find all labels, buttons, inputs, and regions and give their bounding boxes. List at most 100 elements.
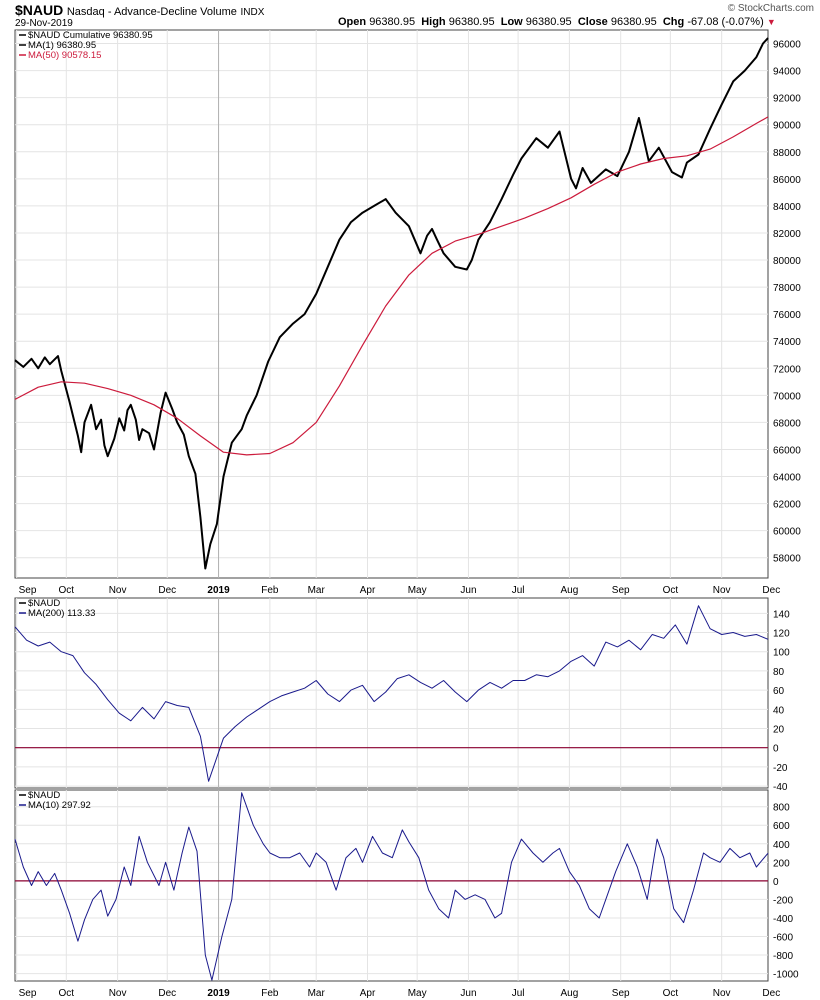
x-tick-label: Jun: [460, 988, 476, 999]
y-tick-label: 60: [773, 686, 785, 697]
y-tick-label: 64000: [773, 473, 801, 484]
y-tick-label: 40: [773, 705, 785, 716]
x-tick-label: May: [408, 585, 427, 596]
panel-indicator-2: -1000-800-600-400-2000200400600800$NAUDM…: [14, 789, 799, 999]
close-label: Close: [577, 16, 608, 28]
y-tick-label: 60000: [773, 527, 801, 538]
y-tick-label: -600: [773, 932, 793, 943]
y-tick-label: 76000: [773, 310, 801, 321]
panel-frame: [14, 789, 769, 982]
y-tick-label: 0: [773, 744, 779, 755]
high-label: High: [421, 16, 446, 28]
y-tick-label: -200: [773, 895, 793, 906]
y-tick-label: 80000: [773, 256, 801, 267]
x-tick-label: Nov: [109, 585, 127, 596]
chart-title: $NAUD Nasdaq - Advance-Decline Volume IN…: [15, 2, 264, 18]
low-label: Low: [500, 16, 523, 28]
legend-entry: MA(200) 113.33: [28, 608, 95, 619]
x-tick-label: Oct: [59, 585, 75, 596]
x-tick-label: Feb: [261, 585, 279, 596]
legend-entry: MA(50) 90578.15: [28, 50, 101, 61]
chg-label: Chg: [662, 16, 685, 28]
x-tick-label: Sep: [19, 988, 37, 999]
y-tick-label: 88000: [773, 148, 801, 159]
series-line-ma-10-: [14, 792, 769, 981]
y-tick-label: -40: [773, 782, 788, 793]
y-tick-label: 92000: [773, 94, 801, 105]
y-tick-label: -20: [773, 763, 788, 774]
y-tick-label: 94000: [773, 67, 801, 78]
x-tick-label: Oct: [59, 988, 75, 999]
down-arrow-icon: ▼: [766, 17, 776, 27]
x-tick-label: Aug: [561, 988, 579, 999]
y-tick-label: 400: [773, 840, 790, 851]
legend-entry: MA(1) 96380.95: [28, 40, 96, 51]
y-tick-label: 100: [773, 648, 790, 659]
y-tick-label: 72000: [773, 364, 801, 375]
x-tick-label: 2019: [207, 988, 230, 999]
x-tick-label: Dec: [762, 988, 780, 999]
legend-entry: $NAUD Cumulative 96380.95: [28, 30, 153, 41]
x-tick-label: Aug: [561, 585, 579, 596]
y-tick-label: 86000: [773, 175, 801, 186]
x-tick-label: 2019: [207, 585, 230, 596]
x-tick-label: Sep: [612, 585, 630, 596]
y-tick-label: 70000: [773, 391, 801, 402]
x-tick-label: Apr: [360, 988, 376, 999]
x-tick-label: Mar: [308, 585, 326, 596]
y-tick-label: 68000: [773, 418, 801, 429]
symbol-label: $NAUD: [15, 2, 64, 18]
y-tick-label: 62000: [773, 500, 801, 511]
panel-main: 58000 60000 62000 64000 66000 68000 70000 72000…: [14, 29, 801, 596]
y-tick-label: 20: [773, 725, 785, 736]
y-tick-label: 0: [773, 877, 779, 888]
chart-date: 29-Nov-2019: [15, 18, 73, 29]
series-line-ma-50-: [14, 116, 769, 456]
y-tick-label: 200: [773, 858, 790, 869]
panel-frame: [14, 597, 769, 789]
y-tick-label: -1000: [773, 970, 799, 981]
high-value: 96380.95: [448, 16, 495, 28]
x-tick-label: Dec: [762, 585, 780, 596]
y-tick-label: 66000: [773, 445, 801, 456]
x-tick-label: Dec: [158, 585, 176, 596]
x-tick-label: Nov: [713, 988, 731, 999]
exchange-label: INDX: [240, 7, 265, 18]
y-tick-label: 78000: [773, 283, 801, 294]
y-tick-label: 90000: [773, 121, 801, 132]
symbol-name: Nasdaq - Advance-Decline Volume: [66, 6, 237, 18]
x-tick-label: Jul: [512, 585, 525, 596]
chg-value: -67.08 (-0.07%): [687, 16, 764, 28]
x-tick-label: Mar: [308, 988, 326, 999]
x-tick-label: May: [408, 988, 427, 999]
x-tick-label: Jun: [460, 585, 476, 596]
x-tick-label: Oct: [663, 585, 679, 596]
y-tick-label: 74000: [773, 337, 801, 348]
x-tick-label: Apr: [360, 585, 376, 596]
x-tick-label: Oct: [663, 988, 679, 999]
legend-entry: $NAUD: [28, 598, 60, 609]
x-tick-label: Nov: [109, 988, 127, 999]
y-tick-label: 82000: [773, 229, 801, 240]
y-tick-label: 800: [773, 803, 790, 814]
x-tick-label: Dec: [158, 988, 176, 999]
x-tick-label: Sep: [19, 585, 37, 596]
open-label: Open: [338, 16, 367, 28]
y-tick-label: 120: [773, 629, 790, 640]
x-tick-label: Feb: [261, 988, 279, 999]
x-tick-label: Nov: [713, 585, 731, 596]
y-tick-label: 80: [773, 667, 785, 678]
panel-frame: [14, 29, 769, 579]
ohlc-readout: Open 96380.95 High 96380.95 Low 96380.95…: [338, 16, 776, 28]
legend-entry: MA(10) 297.92: [28, 800, 91, 811]
close-value: 96380.95: [610, 16, 657, 28]
watermark: © StockCharts.com: [727, 3, 814, 14]
series-line-ma-200-: [14, 605, 769, 782]
open-value: 96380.95: [369, 16, 416, 28]
y-tick-label: 140: [773, 609, 790, 620]
y-tick-label: -400: [773, 914, 793, 925]
low-value: 96380.95: [525, 16, 572, 28]
y-tick-label: -800: [773, 951, 793, 962]
y-tick-label: 58000: [773, 554, 801, 565]
